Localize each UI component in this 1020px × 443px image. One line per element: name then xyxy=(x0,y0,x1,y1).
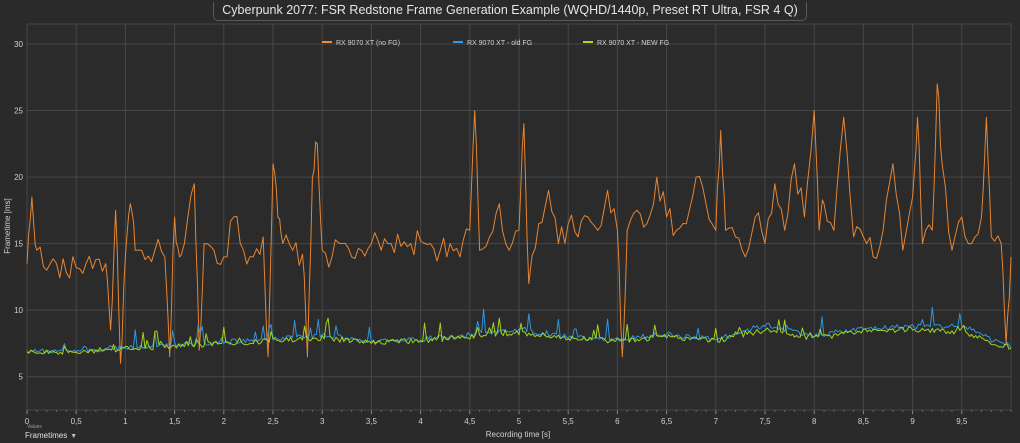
chart-title-text: Cyberpunk 2077: FSR Redstone Frame Gener… xyxy=(213,2,807,21)
axes-layer: 5 10 15 20 25 30 0 0,5 1 1,5 2 2,5 3 3,5 4 4,5 5 5,5 6 6,5 7… xyxy=(14,40,1012,426)
x-tick-label: 9 xyxy=(910,417,915,426)
chevron-down-icon: ▼ xyxy=(70,433,78,440)
y-tick-label: 30 xyxy=(14,40,23,49)
x-tick-label: 9,5 xyxy=(956,417,968,426)
y-tick-label: 20 xyxy=(14,173,23,182)
x-tick-label: 8,5 xyxy=(858,417,870,426)
legend-item[interactable]: RX 9070 XT (no FG) xyxy=(322,40,400,47)
x-tick-label: 1,5 xyxy=(169,417,181,426)
legend-label: RX 9070 XT - NEW FG xyxy=(597,40,669,47)
footer-sub-label: Values xyxy=(27,424,42,430)
legend-label: RX 9070 XT (no FG) xyxy=(336,40,400,47)
y-tick-label: 15 xyxy=(14,240,23,249)
x-tick-label: 5,5 xyxy=(563,417,575,426)
x-tick-label: 8 xyxy=(812,417,817,426)
x-tick-label: 3 xyxy=(320,417,325,426)
y-axis-label: Frametime [ms] xyxy=(3,198,12,254)
chart-title: Cyberpunk 2077: FSR Redstone Frame Gener… xyxy=(0,2,1020,21)
x-tick-label: 4,5 xyxy=(464,417,476,426)
grid-layer xyxy=(26,23,1012,411)
frametimes-dropdown[interactable]: Frametimes ▼ xyxy=(25,431,77,440)
legend-label: RX 9070 XT - old FG xyxy=(467,40,532,47)
x-tick-label: 7 xyxy=(714,417,719,426)
y-tick-label: 10 xyxy=(14,306,23,315)
x-tick-label: 2 xyxy=(222,417,227,426)
x-tick-label: 6 xyxy=(615,417,620,426)
x-tick-label: 6,5 xyxy=(661,417,673,426)
x-tick-label: 3,5 xyxy=(366,417,378,426)
x-tick-label: 5 xyxy=(517,417,522,426)
series-line-3 xyxy=(27,317,1012,355)
x-tick-label: 7,5 xyxy=(759,417,771,426)
x-tick-label: 1 xyxy=(123,417,128,426)
series-line-2 xyxy=(26,306,1012,355)
series-line-1 xyxy=(26,83,1012,364)
legend-item[interactable]: RX 9070 XT - old FG xyxy=(453,40,532,47)
series-layer xyxy=(26,83,1012,364)
x-tick-label: 0 xyxy=(25,417,30,426)
frametimes-dropdown-label: Frametimes xyxy=(25,431,68,440)
x-tick-label: 4 xyxy=(418,417,423,426)
y-tick-label: 25 xyxy=(14,107,23,116)
x-tick-label: 2,5 xyxy=(267,417,279,426)
x-axis-label: Recording time [s] xyxy=(486,430,550,439)
legend[interactable]: RX 9070 XT (no FG) RX 9070 XT - old FG RX … xyxy=(322,40,669,47)
legend-item[interactable]: RX 9070 XT - NEW FG xyxy=(583,40,669,47)
y-tick-label: 5 xyxy=(19,373,24,382)
x-tick-label: 0,5 xyxy=(71,417,83,426)
